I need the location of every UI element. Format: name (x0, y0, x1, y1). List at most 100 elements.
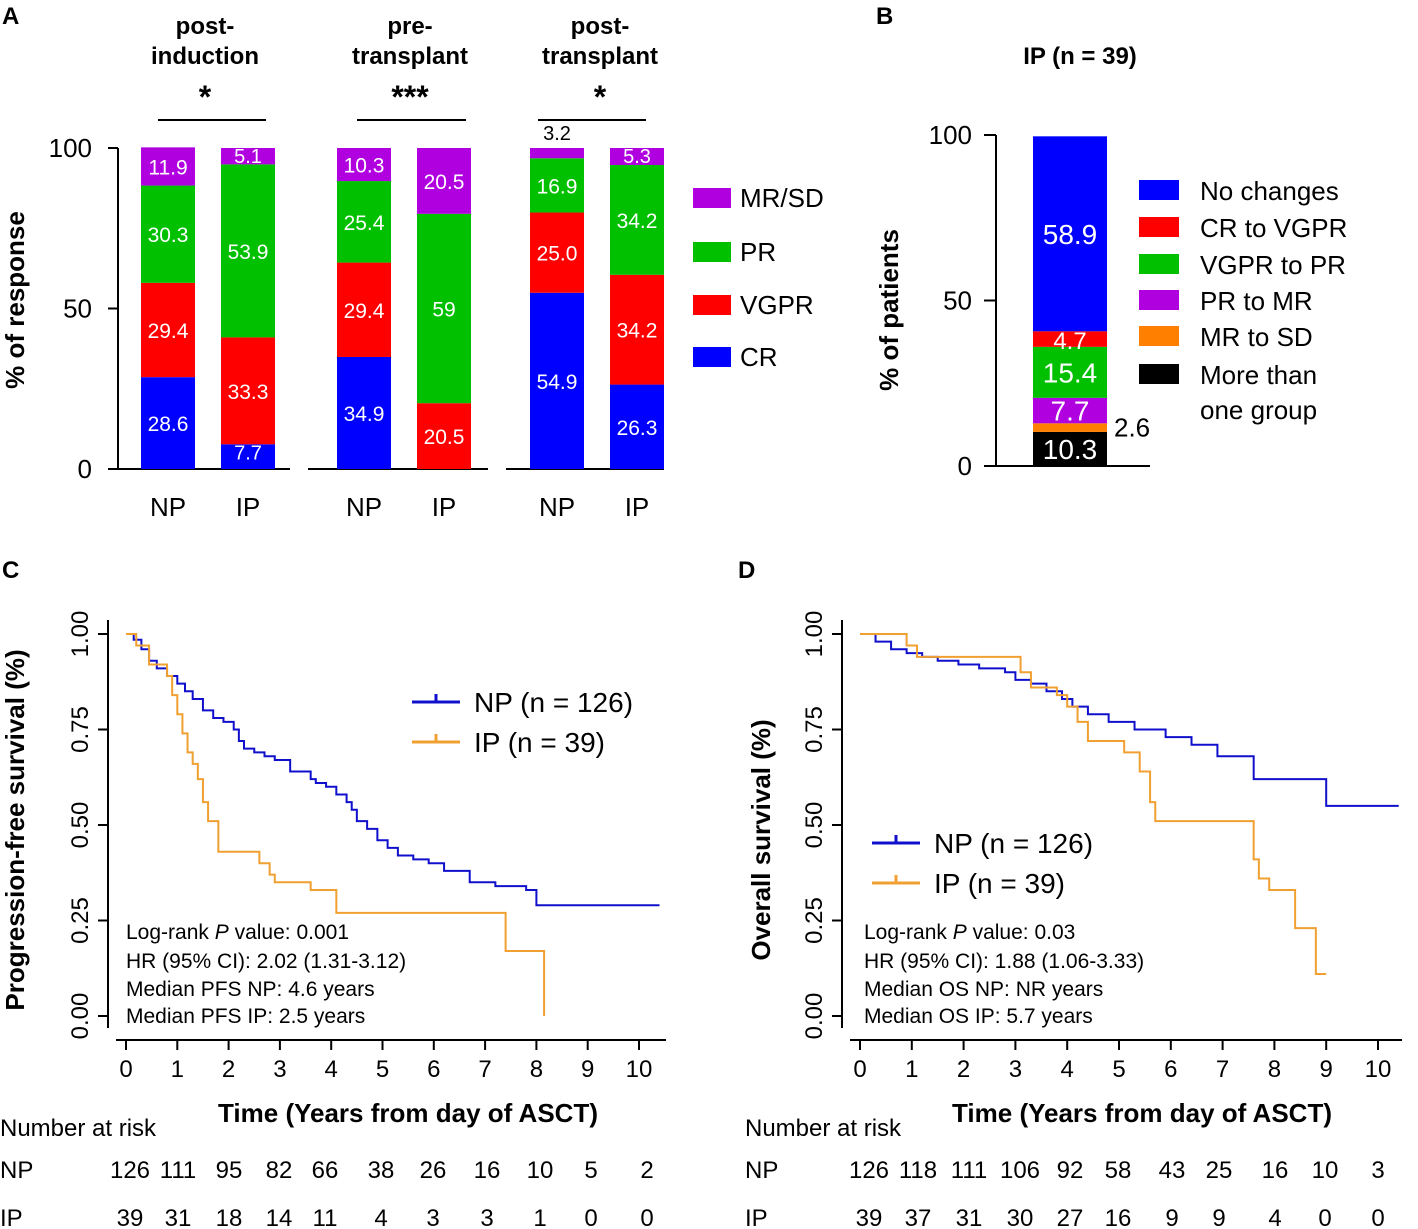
a-bar-segment-pr (417, 213, 471, 404)
c-y-tick-label: 1.00 (67, 611, 94, 658)
a-data-label: 25.0 (537, 243, 578, 266)
a-bar-segment-vgpr (610, 274, 664, 385)
c-risk-value: 39 (117, 1205, 144, 1229)
c-risk-value: 82 (266, 1157, 293, 1184)
c-risk-table-header: Number at risk (0, 1115, 157, 1142)
c-x-tick-label: 0 (119, 1056, 132, 1083)
d-risk-value: 31 (956, 1205, 983, 1229)
a-bar-segment-mr-sd (337, 148, 391, 182)
d-risk-value: 92 (1057, 1157, 1084, 1184)
a-legend-swatch (693, 295, 731, 315)
a-data-label: 26.3 (617, 417, 658, 440)
a-bar-segment-mr-sd (141, 147, 195, 186)
panel-d-os-chart: 0.00 0.25 0.50 0.75 1.00 0 1 2 3 4 5 6 7 8 9 10 Time (Ye… (745, 611, 1402, 1229)
d-legend-label: IP (n = 39) (934, 868, 1065, 899)
a-legend-swatch (693, 188, 731, 208)
a-data-label: 3.2 (543, 123, 571, 145)
b-legend-swatch (1139, 326, 1179, 346)
d-x-tick-label: 6 (1164, 1056, 1177, 1083)
d-risk-value: 39 (856, 1205, 883, 1229)
b-y-axis-title: % of patients (874, 229, 904, 391)
b-legend-label: one group (1200, 395, 1317, 425)
a-data-label: 29.4 (344, 300, 385, 323)
c-x-tick-label: 7 (478, 1056, 491, 1083)
a-bar-segment-mr-sd (417, 148, 471, 214)
d-risk-value: 27 (1057, 1205, 1084, 1229)
d-x-tick-label: 4 (1061, 1056, 1074, 1083)
c-hr-text: HR (95% CI): 2.02 (1.31-3.12) (126, 950, 406, 973)
a-data-label: 28.6 (148, 413, 189, 436)
b-legend-label: MR to SD (1200, 322, 1313, 352)
b-legend-label: PR to MR (1200, 286, 1313, 316)
c-risk-value: 18 (216, 1205, 243, 1229)
b-data-label: 15.4 (1043, 357, 1098, 388)
a-data-label: 33.3 (228, 381, 269, 404)
c-risk-value: 3 (426, 1205, 439, 1229)
c-risk-value: 3 (480, 1205, 493, 1229)
d-x-tick-label: 9 (1320, 1056, 1333, 1083)
a-data-label: 10.3 (344, 155, 385, 178)
d-risk-row-label: NP (745, 1157, 778, 1184)
c-risk-value: 11 (313, 1205, 338, 1229)
d-risk-value: 9 (1165, 1205, 1178, 1229)
c-curve-np (126, 633, 660, 907)
a-significance-marker: * (594, 79, 607, 115)
a-data-label: 34.2 (617, 210, 658, 233)
c-median-ip-text: Median PFS IP: 2.5 years (126, 1005, 365, 1028)
c-median-np-text: Median PFS NP: 4.6 years (126, 978, 375, 1001)
a-y-axis-title: % of response (0, 211, 30, 389)
a-y-tick-label: 100 (49, 133, 92, 163)
d-x-tick-label: 8 (1268, 1056, 1281, 1083)
d-x-tick-label: 5 (1112, 1056, 1125, 1083)
d-x-tick-label: 2 (957, 1056, 970, 1083)
c-risk-row-label: IP (0, 1205, 23, 1229)
d-risk-value: 10 (1312, 1157, 1339, 1184)
c-x-tick-label: 10 (626, 1056, 653, 1083)
b-y-tick-label: 50 (943, 286, 972, 316)
a-x-category-label: IP (236, 492, 261, 522)
a-bar-segment-pr (337, 181, 391, 263)
d-median-np-text: Median OS NP: NR years (864, 978, 1103, 1001)
a-data-label: 53.9 (228, 241, 269, 264)
d-risk-value: 30 (1007, 1205, 1034, 1229)
c-y-tick-label: 0.75 (67, 706, 94, 753)
a-group-title: post- (571, 13, 630, 40)
c-risk-value: 26 (420, 1157, 447, 1184)
c-risk-value: 0 (640, 1205, 653, 1229)
b-legend-swatch (1139, 364, 1179, 384)
a-bar-segment-cr (530, 292, 584, 469)
a-group-title: induction (151, 43, 259, 70)
c-risk-value: 4 (374, 1205, 387, 1229)
c-x-tick-label: 1 (171, 1056, 184, 1083)
c-x-tick-label: 2 (222, 1056, 235, 1083)
b-title: IP (n = 39) (1023, 43, 1137, 70)
b-data-label: 7.7 (1051, 396, 1090, 427)
d-y-tick-label: 0.50 (801, 802, 828, 849)
d-risk-value: 106 (1000, 1157, 1040, 1184)
panel-b-changes-chart: IP (n = 39) 0 50 100 % of patients 10.3 2.6 7.7… (874, 43, 1347, 481)
b-legend-label: CR to VGPR (1200, 213, 1347, 243)
a-data-label: 5.3 (623, 146, 651, 168)
c-logrank-text: Log-rank P value: 0.001 (126, 921, 349, 944)
a-legend-swatch (693, 347, 731, 367)
a-bar-segment-vgpr (530, 212, 584, 293)
b-legend-label: No changes (1200, 176, 1339, 206)
c-x-tick-label: 3 (273, 1056, 286, 1083)
c-y-axis-title: Progression-free survival (%) (0, 649, 30, 1010)
d-median-ip-text: Median OS IP: 5.7 years (864, 1005, 1093, 1028)
a-legend-label: VGPR (740, 290, 814, 320)
a-significance-marker: *** (391, 79, 429, 115)
b-data-label: 2.6 (1114, 413, 1150, 443)
d-x-tick-label: 1 (905, 1056, 918, 1083)
d-logrank-text: Log-rank P value: 0.03 (864, 921, 1075, 944)
b-bar-segment (1033, 331, 1107, 347)
a-group-title: transplant (542, 43, 658, 70)
d-risk-value: 126 (849, 1157, 889, 1184)
panel-label-c: C (2, 557, 19, 584)
a-data-label: 34.2 (617, 320, 658, 343)
a-data-label: 16.9 (537, 175, 578, 198)
c-x-tick-label: 5 (376, 1056, 389, 1083)
a-data-label: 54.9 (537, 371, 578, 394)
